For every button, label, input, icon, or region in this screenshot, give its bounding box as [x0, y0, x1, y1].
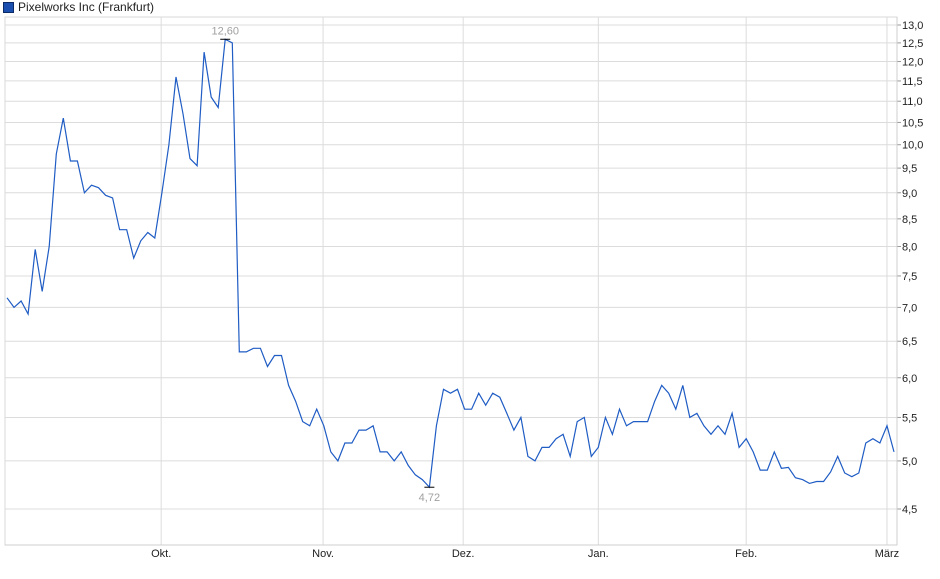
- x-tick-label: Feb.: [735, 548, 757, 560]
- legend: Pixelworks Inc (Frankfurt): [3, 0, 154, 14]
- y-tick-label: 5,5: [902, 412, 917, 424]
- y-tick-label: 7,5: [902, 271, 917, 283]
- y-tick-label: 13,0: [902, 20, 923, 32]
- y-tick-label: 6,5: [902, 336, 917, 348]
- x-tick-label: Dez.: [452, 548, 475, 560]
- y-tick-label: 8,5: [902, 214, 917, 226]
- max-label: 12,60: [211, 25, 239, 37]
- legend-swatch: [3, 1, 14, 13]
- legend-label: Pixelworks Inc (Frankfurt): [18, 0, 155, 14]
- y-tick-label: 10,0: [902, 140, 923, 152]
- y-tick-label: 12,0: [902, 57, 923, 69]
- y-tick-label: 6,0: [902, 373, 917, 385]
- x-tick-label: Nov.: [312, 548, 334, 560]
- y-tick-label: 5,0: [902, 456, 917, 468]
- x-tick-label: Okt.: [151, 548, 171, 560]
- plot-area: [4, 16, 898, 546]
- price-line: [6, 38, 895, 489]
- y-tick-label: 11,0: [902, 96, 923, 108]
- y-tick-label: 4,5: [902, 504, 917, 516]
- x-tick-label: März: [875, 548, 899, 560]
- y-tick-label: 9,5: [902, 163, 917, 175]
- y-tick-label: 11,5: [902, 76, 923, 88]
- x-tick-label: Jan.: [588, 548, 609, 560]
- y-tick-label: 7,0: [902, 302, 917, 314]
- y-tick-label: 8,0: [902, 242, 917, 254]
- y-tick-label: 12,5: [902, 38, 923, 50]
- min-label: 4,72: [419, 492, 440, 504]
- y-tick-label: 9,0: [902, 188, 917, 200]
- y-tick-label: 10,5: [902, 117, 923, 129]
